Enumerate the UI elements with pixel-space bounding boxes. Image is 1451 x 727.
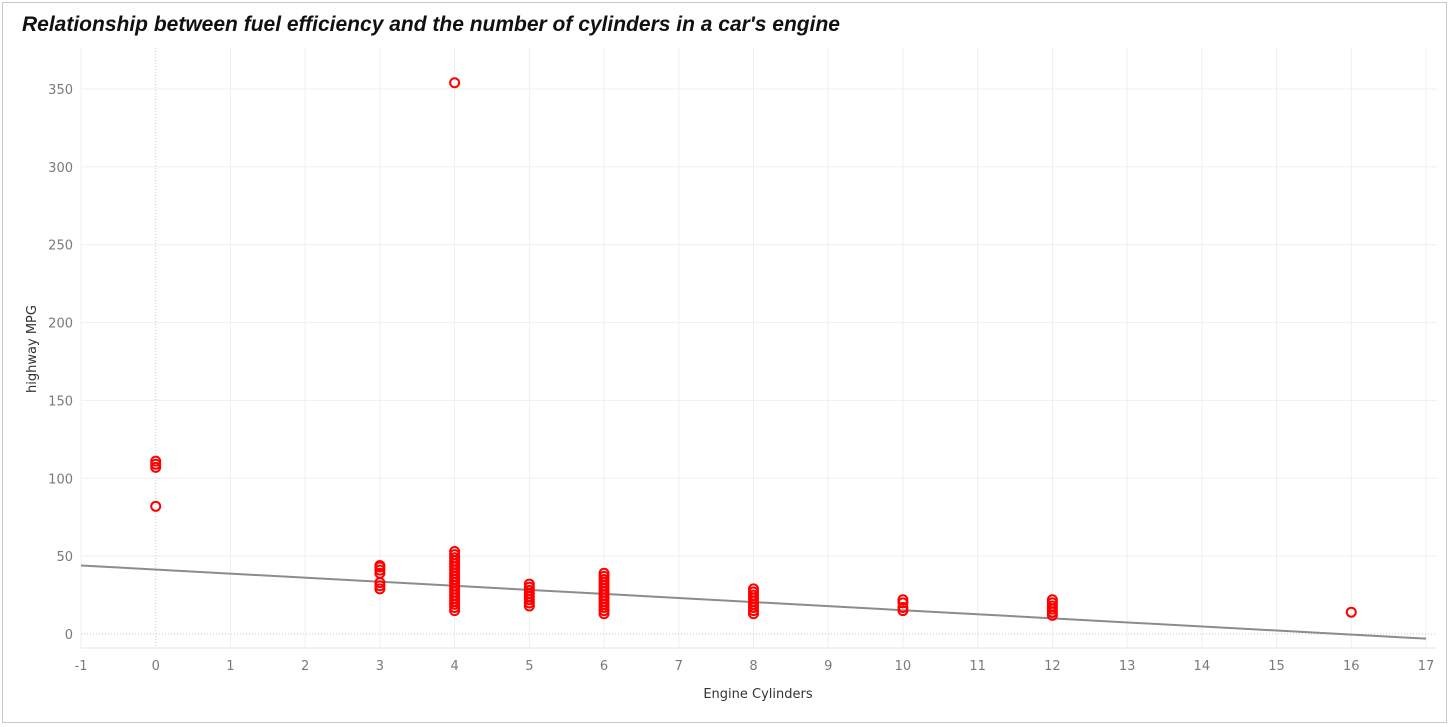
data-point — [1046, 594, 1058, 606]
data-point — [150, 500, 162, 512]
y-tick-label: 200 — [48, 317, 73, 332]
x-tick-label: -1 — [75, 659, 88, 674]
y-tick-label: 0 — [65, 628, 73, 643]
x-tick-label: 7 — [675, 659, 683, 674]
x-tick-label: 5 — [525, 659, 533, 674]
x-tick-label: 3 — [376, 659, 384, 674]
data-point — [1345, 606, 1357, 618]
x-tick-label: 14 — [1194, 659, 1211, 674]
x-tick-label: 12 — [1044, 659, 1061, 674]
x-tick-label: 6 — [600, 659, 608, 674]
y-tick-labels: 0 50 100 150 200 250 300 350 — [48, 83, 73, 643]
data-point — [598, 567, 610, 579]
x-tick-label: 16 — [1343, 659, 1360, 674]
data-point — [523, 578, 535, 590]
x-tick-label: 0 — [152, 659, 160, 674]
y-tick-label: 250 — [48, 239, 73, 254]
x-tick-label: 15 — [1268, 659, 1285, 674]
data-point — [748, 583, 759, 595]
x-tick-label: 1 — [226, 659, 234, 674]
zero-lines — [81, 48, 1437, 648]
x-tick-label: 2 — [301, 659, 309, 674]
data-point — [897, 602, 909, 614]
chart-title: Relationship between fuel efficiency and… — [22, 13, 840, 36]
y-axis-label: highway MPG — [25, 305, 40, 393]
y-tick-label: 100 — [48, 472, 73, 487]
x-tick-label: 11 — [969, 659, 986, 674]
x-tick-label: 9 — [824, 659, 832, 674]
x-tick-label: 17 — [1418, 659, 1435, 674]
x-tick-label: 4 — [450, 659, 458, 674]
y-tick-label: 150 — [48, 394, 73, 409]
x-tick-labels: -1 0 1 2 3 4 5 6 7 8 9 10 11 12 13 14 15 16 17 — [75, 659, 1435, 674]
y-tick-label: 50 — [56, 550, 73, 565]
x-axis-label: Engine Cylinders — [703, 687, 813, 702]
data-point — [449, 77, 461, 89]
x-tick-label: 10 — [895, 659, 912, 674]
y-tick-label: 350 — [48, 83, 73, 98]
x-tick-label: 13 — [1119, 659, 1136, 674]
y-tick-label: 300 — [48, 161, 73, 176]
data-point — [449, 545, 461, 557]
data-point — [897, 594, 909, 606]
data-point — [374, 559, 386, 571]
x-tick-label: 8 — [749, 659, 757, 674]
grid-lines — [80, 48, 1437, 649]
data-points — [150, 77, 1357, 621]
data-point — [150, 455, 162, 467]
